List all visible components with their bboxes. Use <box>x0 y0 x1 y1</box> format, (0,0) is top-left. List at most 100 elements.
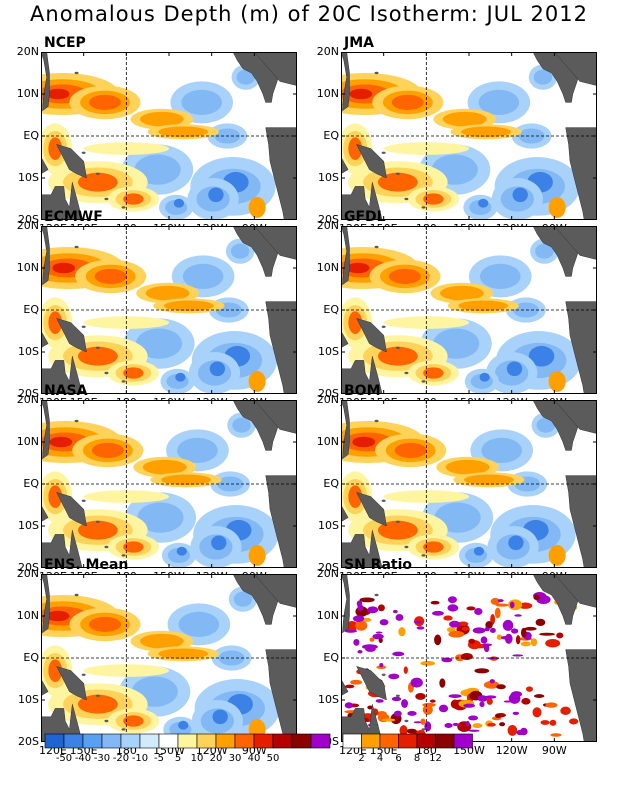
lat-tick-label: 20S <box>18 735 39 748</box>
map-plot <box>341 574 597 742</box>
map-panel: GFDL20N10NEQ10S20S120E150E180150W120W90W <box>300 209 600 412</box>
lat-tick-label: 20S <box>318 561 339 574</box>
lat-tick-label: 10N <box>16 87 39 100</box>
colorbar-swatch <box>272 733 293 749</box>
colorbar-swatch <box>101 733 122 749</box>
anomaly-map <box>41 574 297 742</box>
colorbar-swatch <box>453 733 473 749</box>
map-panel: NASA20N10NEQ10S20S120E150E180150W120W90W <box>0 383 300 586</box>
panel-name: NASA <box>44 383 88 399</box>
map-panel: BOM20N10NEQ10S20S120E150E180150W120W90W <box>300 383 600 586</box>
colorbar-label: -5 <box>154 753 164 764</box>
lat-tick-label: 20N <box>16 567 39 580</box>
map-panel: NCEP20N10NEQ10S20S120E150E180150W120W90W <box>0 35 300 238</box>
colorbar-label: 6 <box>395 753 402 764</box>
lon-tick-label: 90W <box>541 744 567 757</box>
anomaly-map <box>41 52 297 220</box>
map-plot <box>41 226 297 394</box>
lat-tick-label: 20S <box>318 213 339 226</box>
lat-tick-label: 10S <box>318 519 339 532</box>
colorbar-swatch <box>253 733 274 749</box>
lat-tick-label: 10S <box>318 171 339 184</box>
lat-tick-label: EQ <box>23 303 39 316</box>
colorbar-swatch <box>234 733 255 749</box>
page-title: Anomalous Depth (m) of 20C Isotherm: JUL… <box>30 2 588 26</box>
colorbar-swatch <box>177 733 198 749</box>
panel-name: ECMWF <box>44 209 103 225</box>
lat-tick-label: 10N <box>316 435 339 448</box>
lat-tick-label: 20N <box>16 393 39 406</box>
lat-tick-label: 10S <box>18 171 39 184</box>
lat-tick-label: 20S <box>18 213 39 226</box>
colorbar-swatch <box>44 733 65 749</box>
map-panel: SN Ratio20N10NEQ10S20S120E150E180150W120… <box>300 557 600 760</box>
map-plot <box>41 52 297 220</box>
colorbar-label: 30 <box>228 753 242 764</box>
map-plot <box>341 400 597 568</box>
colorbar-label: -50 <box>55 753 73 764</box>
colorbar-swatch <box>291 733 312 749</box>
colorbar-label: 8 <box>413 753 421 764</box>
lat-tick-label: 20S <box>18 387 39 400</box>
lat-tick-label: EQ <box>323 129 339 142</box>
lat-tick-label: 20N <box>316 219 339 232</box>
colorbar-label: 40 <box>247 753 261 764</box>
lat-tick-label: 20N <box>16 45 39 58</box>
colorbar-label: -40 <box>74 753 92 764</box>
lat-tick-label: 20N <box>316 45 339 58</box>
panel-name: NCEP <box>44 35 86 51</box>
lat-tick-label: 20N <box>316 393 339 406</box>
colorbar-label: 10 <box>190 753 204 764</box>
colorbar-label: 20 <box>209 753 223 764</box>
anomaly-map <box>341 574 597 742</box>
panel-name: JMA <box>344 35 374 51</box>
colorbar-label: 4 <box>376 753 384 764</box>
colorbar-swatch <box>196 733 217 749</box>
lat-tick-label: 20N <box>316 567 339 580</box>
colorbar-label: 50 <box>266 753 280 764</box>
lat-tick-label: 10N <box>316 87 339 100</box>
map-panel: ECMWF20N10NEQ10S20S120E150E180150W120W90… <box>0 209 300 412</box>
lat-tick-label: 10S <box>18 693 39 706</box>
colorbar-swatch <box>361 733 381 749</box>
lat-tick-label: 10S <box>18 345 39 358</box>
map-panel: ENS. Mean 20N 10N EQ 10S 20S 120E 150E 180 150W 12… <box>0 557 300 760</box>
colorbar-swatch <box>215 733 236 749</box>
map-plot <box>341 226 597 394</box>
colorbar-swatch <box>435 733 455 749</box>
colorbar-swatch <box>82 733 103 749</box>
lat-tick-label: 10S <box>318 693 339 706</box>
lat-tick-label: EQ <box>23 477 39 490</box>
colorbar-label: 12 <box>429 753 442 764</box>
map-panel: JMA20N10NEQ10S20S120E150E180150W120W90W <box>300 35 600 238</box>
map-plot <box>341 52 597 220</box>
colorbar-label: -30 <box>93 753 111 764</box>
anomaly-map <box>41 400 297 568</box>
colorbar-swatch <box>120 733 141 749</box>
colorbar-label: -20 <box>112 753 130 764</box>
colorbar-swatch <box>63 733 84 749</box>
lat-tick-label: EQ <box>323 651 339 664</box>
lat-tick-label: 10N <box>16 261 39 274</box>
panel-name: GFDL <box>344 209 386 225</box>
anomaly-map <box>341 52 597 220</box>
panel-name: BOM <box>344 383 381 399</box>
anomaly-map <box>341 400 597 568</box>
colorbar-swatch <box>158 733 179 749</box>
colorbar-swatch <box>416 733 436 749</box>
anomaly-map <box>341 226 597 394</box>
colorbar-swatch <box>310 733 331 749</box>
lat-tick-label: 20N <box>16 219 39 232</box>
lon-tick-label: 120W <box>495 744 528 757</box>
lat-tick-label: EQ <box>323 303 339 316</box>
lat-tick-label: 10S <box>18 519 39 532</box>
lat-tick-label: 10N <box>316 261 339 274</box>
lat-tick-label: 10N <box>316 609 339 622</box>
lat-tick-label: EQ <box>23 651 39 664</box>
colorbar-label: -10 <box>131 753 149 764</box>
map-plot <box>41 400 297 568</box>
lat-tick-label: 10S <box>318 345 339 358</box>
lat-tick-label: 10N <box>16 435 39 448</box>
panel-name: ENS. Mean <box>44 557 129 573</box>
colorbar-label: 5 <box>174 753 182 764</box>
